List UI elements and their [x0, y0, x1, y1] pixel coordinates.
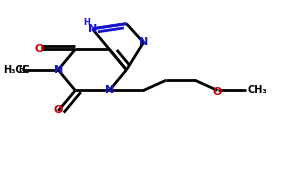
- Text: N: N: [53, 65, 63, 75]
- Text: N: N: [139, 37, 148, 48]
- Text: H: H: [19, 65, 25, 74]
- Text: H: H: [83, 18, 90, 27]
- Text: H₃C: H₃C: [3, 65, 22, 75]
- Text: C: C: [22, 65, 29, 75]
- Text: N: N: [105, 85, 114, 95]
- Text: O: O: [35, 44, 44, 54]
- Text: O: O: [213, 87, 222, 97]
- Text: O: O: [53, 105, 63, 115]
- Text: CH₃: CH₃: [248, 85, 267, 95]
- Text: 3: 3: [20, 68, 26, 74]
- Text: N: N: [88, 24, 97, 34]
